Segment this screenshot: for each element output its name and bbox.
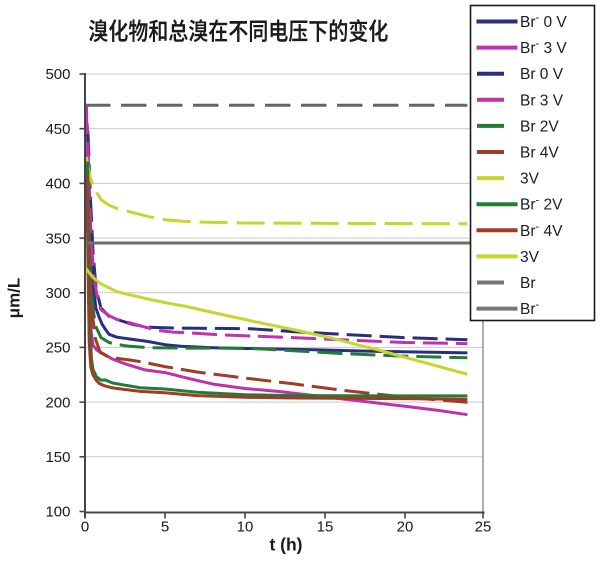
svg-text:500: 500: [45, 66, 70, 83]
svg-text:5: 5: [161, 519, 169, 536]
svg-text:3V: 3V: [520, 249, 540, 266]
svg-text:μm/L: μm/L: [5, 278, 24, 319]
svg-text:Br 4V: Br 4V: [520, 145, 559, 162]
svg-text:450: 450: [45, 121, 70, 138]
svg-text:Br- 3 V: Br- 3 V: [520, 38, 567, 57]
svg-text:Br 2V: Br 2V: [520, 118, 559, 135]
svg-text:300: 300: [45, 285, 70, 302]
svg-text:Br 0 V: Br 0 V: [520, 66, 564, 83]
svg-text:10: 10: [237, 519, 254, 536]
svg-text:20: 20: [397, 519, 414, 536]
svg-text:Br: Br: [520, 275, 536, 292]
svg-text:Br-: Br-: [520, 299, 543, 318]
svg-text:400: 400: [45, 176, 70, 193]
svg-text:25: 25: [475, 519, 492, 536]
svg-text:Br- 4V: Br- 4V: [520, 221, 563, 240]
svg-text:350: 350: [45, 230, 70, 247]
svg-text:100: 100: [45, 504, 70, 521]
svg-text:0: 0: [81, 519, 89, 536]
svg-text:200: 200: [45, 394, 70, 411]
svg-text:Br- 0 V: Br- 0 V: [520, 12, 567, 31]
svg-text:t (h): t (h): [269, 535, 302, 555]
svg-text:Br 3 V: Br 3 V: [520, 92, 564, 109]
svg-text:150: 150: [45, 449, 70, 466]
svg-text:3V: 3V: [520, 171, 540, 188]
svg-text:15: 15: [317, 519, 334, 536]
svg-text:Br- 2V: Br- 2V: [520, 195, 563, 214]
svg-text:250: 250: [45, 340, 70, 357]
